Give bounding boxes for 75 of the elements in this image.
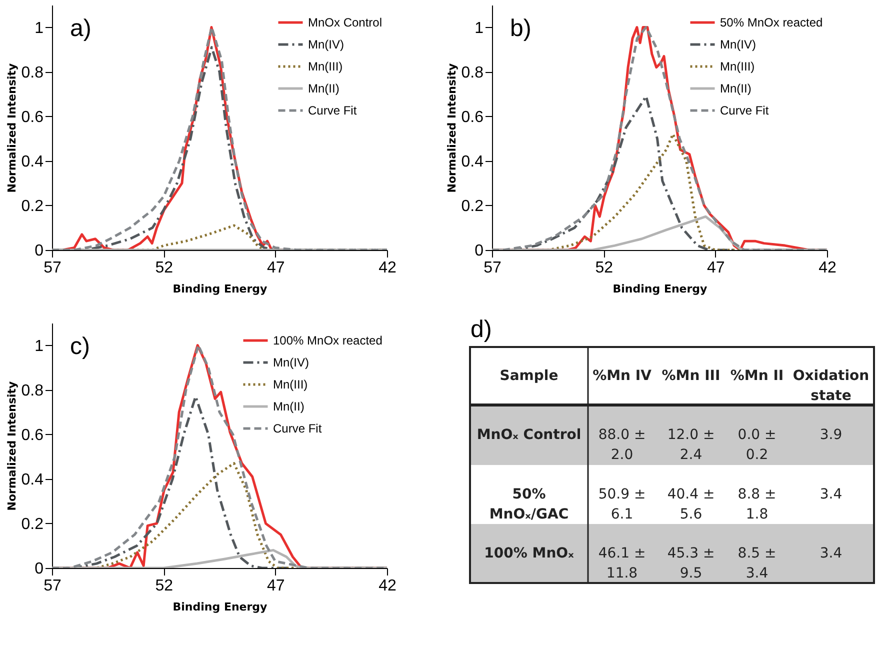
y-tick-label: 1 <box>34 338 44 355</box>
y-tick-label: 0.2 <box>461 198 484 215</box>
x-tick-label: 47 <box>706 260 725 276</box>
text: 50.9 ± 6.1 <box>598 486 646 522</box>
text: 100% MnOₓ <box>484 546 574 562</box>
legend-label: Mn(IV) <box>720 38 756 52</box>
x-tick-label: 52 <box>595 260 614 276</box>
y-tick-label: 0 <box>474 242 484 260</box>
text: 8.8 ± 1.8 <box>738 486 776 522</box>
legend-label: 50% MnOx reacted <box>720 16 823 30</box>
legend-label: 100% MnOx reacted <box>273 334 382 348</box>
legend-label: Mn(IV) <box>273 356 310 370</box>
legend-label: Mn(III) <box>308 60 343 74</box>
y-tick-label: 0.8 <box>21 64 44 82</box>
text: %Mn II <box>730 368 784 384</box>
y-tick-label: 0.8 <box>21 382 44 400</box>
legend-label: Mn(III) <box>720 60 755 74</box>
x-tick-label: 42 <box>818 260 836 276</box>
text: 0.0 ± 0.2 <box>738 427 776 463</box>
text: 3.4 <box>820 486 842 502</box>
y-axis-title: Normalized Intensity <box>5 63 18 193</box>
chart-title: c) <box>70 333 90 360</box>
legend-label: Mn(III) <box>273 378 308 392</box>
x-tick-label: 42 <box>378 260 396 276</box>
legend-label: Curve Fit <box>308 104 358 118</box>
text: 3.9 <box>820 427 842 443</box>
legend-label: MnOx Control <box>308 16 382 30</box>
text: %Mn III <box>662 368 720 384</box>
text: 50% MnOₓ/GAC <box>489 486 569 522</box>
y-tick-label: 0 <box>34 560 44 578</box>
x-tick-label: 52 <box>155 578 174 594</box>
y-axis-title: Normalized Intensity <box>445 63 458 193</box>
x-tick-label: 47 <box>266 578 285 594</box>
y-tick-label: 0.4 <box>21 471 44 488</box>
text: 12.0 ± 2.4 <box>667 427 715 463</box>
text: %Mn IV <box>592 368 652 384</box>
chart-title: b) <box>510 15 532 42</box>
y-tick-label: 0.4 <box>21 153 44 170</box>
x-tick-label: 52 <box>155 260 174 276</box>
legend-label: Curve Fit <box>273 422 322 436</box>
y-axis-title: Normalized Intensity <box>5 381 18 511</box>
text: Oxidation state <box>792 368 870 404</box>
x-tick-label: 42 <box>378 578 396 594</box>
y-tick-label: 0.6 <box>21 426 44 444</box>
y-tick-label: 0.6 <box>21 108 44 126</box>
text: 45.3 ± 9.5 <box>667 546 715 582</box>
text: 3.4 <box>820 546 842 562</box>
x-tick-label: 47 <box>266 260 285 276</box>
x-tick-label: 57 <box>484 260 502 276</box>
y-tick-label: 0.6 <box>461 108 484 126</box>
legend-label: Mn(II) <box>273 400 304 414</box>
y-tick-label: 0.4 <box>461 153 484 170</box>
text: 46.1 ± 11.8 <box>598 546 646 582</box>
legend-label: Mn(II) <box>308 82 340 96</box>
x-axis-title: Binding Energy <box>612 282 708 296</box>
x-tick-label: 57 <box>44 260 62 276</box>
y-tick-label: 1 <box>34 20 44 37</box>
x-tick-label: 57 <box>44 578 62 594</box>
legend-label: Curve Fit <box>720 104 770 118</box>
legend-label: Mn(IV) <box>308 38 344 52</box>
text: 8.5 ± 3.4 <box>738 546 776 582</box>
y-tick-label: 0.8 <box>461 64 484 82</box>
y-tick-label: 0 <box>34 242 44 260</box>
text: 40.4 ± 5.6 <box>667 486 715 522</box>
x-axis-title: Binding Energy <box>172 282 268 296</box>
chart-title: a) <box>70 15 92 42</box>
legend-label: Mn(II) <box>720 82 752 96</box>
text: d) <box>470 316 492 343</box>
y-tick-label: 0.2 <box>21 516 44 533</box>
text: MnOₓ Control <box>476 427 582 443</box>
text: 88.0 ± 2.0 <box>598 427 646 463</box>
y-tick-label: 0.2 <box>21 198 44 215</box>
y-tick-label: 1 <box>474 20 484 37</box>
text: Sample <box>500 368 558 384</box>
x-axis-title: Binding Energy <box>172 600 268 614</box>
